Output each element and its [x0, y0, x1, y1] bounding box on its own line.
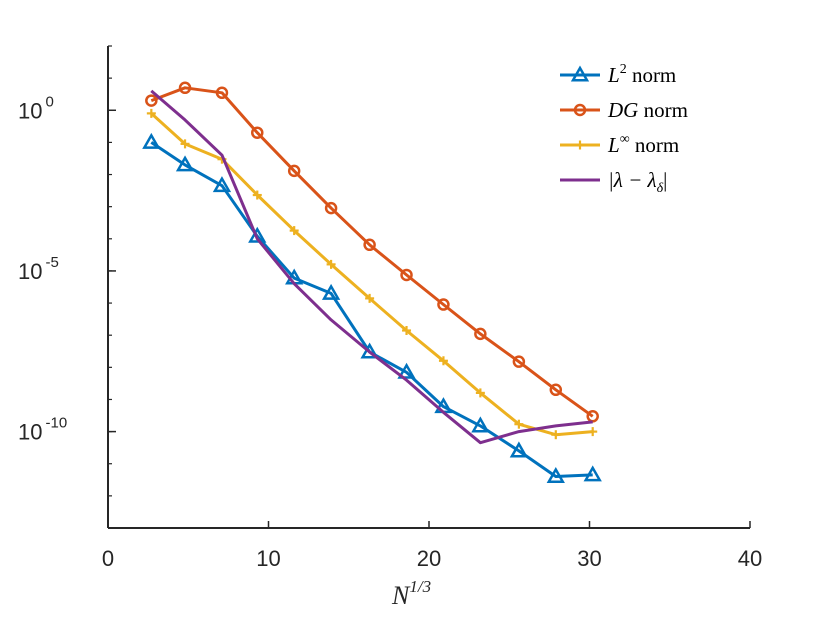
- data-point-circle: [287, 164, 301, 178]
- series-2: [146, 108, 598, 440]
- series-layer: [142, 81, 602, 484]
- data-point-plus: [146, 108, 156, 118]
- x-tick-label: 0: [102, 546, 114, 571]
- legend-label: L∞ norm: [607, 132, 679, 157]
- legend-entry: |λ − λδ|: [560, 168, 667, 196]
- series-1: [145, 81, 599, 423]
- data-point-plus: [252, 190, 262, 200]
- data-point-circle: [178, 81, 192, 95]
- data-point-circle: [437, 298, 450, 311]
- legend-label: DG norm: [607, 98, 688, 122]
- x-tick-label: 20: [417, 546, 441, 571]
- data-point-circle: [215, 86, 229, 100]
- series-line: [150, 89, 593, 445]
- data-point-triangle: [509, 441, 529, 458]
- x-tick-label: 10: [256, 546, 280, 571]
- data-point-plus: [475, 388, 485, 398]
- x-tick-label: 40: [738, 546, 762, 571]
- data-point-triangle: [583, 465, 602, 482]
- data-point-plus: [402, 326, 412, 336]
- data-point-plus: [289, 226, 299, 236]
- data-point-circle: [512, 355, 526, 368]
- data-point-triangle: [360, 342, 379, 359]
- y-tick-label: 10 -10: [18, 415, 67, 445]
- data-point-plus: [551, 430, 561, 440]
- data-point-triangle: [212, 176, 232, 193]
- data-point-triangle: [397, 362, 416, 379]
- data-point-circle: [324, 201, 338, 215]
- y-tick-label: 10 -5: [18, 254, 59, 284]
- x-axis-label: N1/3: [391, 577, 431, 610]
- data-point-plus: [365, 293, 375, 303]
- legend: L2 norm DG norm L∞ norm |λ − λδ|: [560, 62, 688, 196]
- legend-label: L2 norm: [607, 62, 676, 87]
- series-line: [150, 86, 594, 418]
- y-tick-label: 10 0: [18, 93, 54, 123]
- data-point-circle: [363, 238, 376, 252]
- series-3: [150, 89, 593, 445]
- legend-label: |λ − λδ|: [608, 168, 667, 196]
- legend-entry: DG norm: [560, 98, 688, 122]
- data-point-circle: [400, 268, 413, 282]
- legend-entry: L2 norm: [560, 62, 676, 87]
- data-point-circle: [573, 103, 587, 117]
- data-point-plus: [514, 419, 524, 429]
- data-point-plus: [326, 259, 336, 269]
- data-point-circle: [251, 126, 264, 139]
- data-point-plus: [180, 139, 190, 149]
- series-line: [150, 112, 593, 437]
- legend-entry: L∞ norm: [560, 132, 679, 157]
- data-point-plus: [575, 140, 585, 150]
- data-point-circle: [474, 327, 487, 341]
- data-point-triangle: [570, 65, 590, 82]
- data-point-triangle: [142, 132, 161, 149]
- data-point-circle: [145, 94, 158, 107]
- x-tick-label: 30: [577, 546, 601, 571]
- data-point-triangle: [471, 416, 490, 433]
- data-point-plus: [588, 427, 598, 437]
- data-point-circle: [586, 410, 599, 423]
- data-point-circle: [549, 383, 563, 397]
- data-point-triangle: [175, 155, 195, 172]
- data-point-triangle: [248, 226, 267, 243]
- data-point-plus: [438, 356, 448, 366]
- data-point-triangle: [321, 283, 341, 300]
- data-point-triangle: [546, 467, 565, 484]
